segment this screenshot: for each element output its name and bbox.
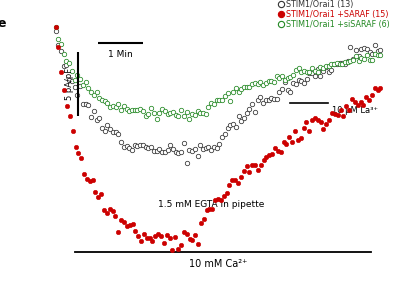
Legend: STIM1/Orai1 (13), STIM1/Orai1 +SARAF (15), STIM1/Orai1 +siSARAF (6): STIM1/Orai1 (13), STIM1/Orai1 +SARAF (15… — [279, 0, 390, 29]
Text: 10 mM Ca²⁺: 10 mM Ca²⁺ — [189, 259, 247, 269]
Text: 1.5 mM EGTA in pipette: 1.5 mM EGTA in pipette — [158, 200, 265, 209]
Text: 5 pA/pF: 5 pA/pF — [65, 68, 74, 100]
Text: e: e — [0, 17, 6, 30]
Text: 10 μM La³⁺: 10 μM La³⁺ — [332, 106, 378, 115]
Text: 1 Min: 1 Min — [108, 50, 133, 59]
